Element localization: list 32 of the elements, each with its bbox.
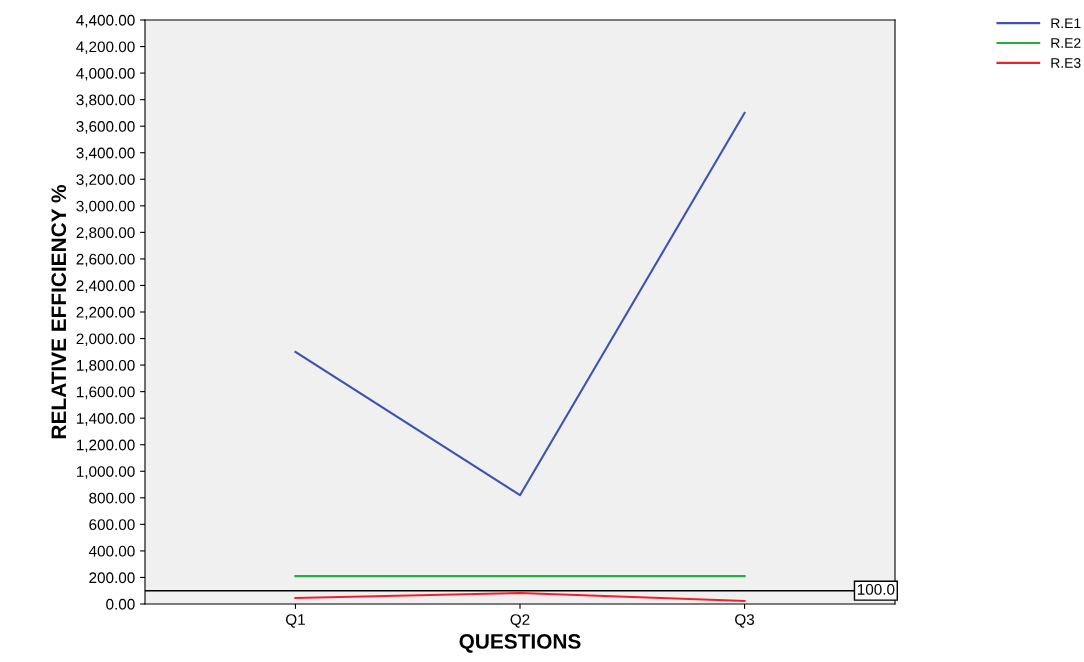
y-tick-label: 3,600.00 — [76, 121, 135, 134]
y-tick-label: 3,200.00 — [76, 174, 135, 187]
y-tick-label: 2,800.00 — [76, 227, 135, 240]
y-tick-label: 1,000.00 — [76, 466, 135, 479]
y-tick-label: 4,200.00 — [76, 41, 135, 55]
y-tick-label: 1,400.00 — [76, 413, 135, 426]
x-axis-title: QUESTIONS — [459, 634, 581, 653]
y-tick-label: 800.00 — [89, 492, 135, 504]
x-tick-label: Q3 — [735, 614, 755, 628]
x-tick-label: Q1 — [285, 614, 305, 628]
y-tick-label: 600.00 — [89, 519, 135, 531]
y-tick-label: 1,800.00 — [76, 359, 135, 373]
legend-label: R.E1 — [1051, 18, 1081, 28]
y-tick-label: 2,200.00 — [76, 306, 135, 320]
legend-label: R.E3 — [1051, 58, 1081, 68]
y-tick-label: 3,800.00 — [76, 94, 135, 108]
y-tick-label: 2,400.00 — [76, 280, 135, 293]
y-tick-label: 0.00 — [106, 598, 135, 610]
y-tick-label: 200.00 — [89, 572, 135, 584]
x-tick-label: Q2 — [510, 614, 530, 628]
legend-label: R.E2 — [1051, 38, 1081, 48]
y-tick-label: 2,600.00 — [76, 253, 135, 267]
y-tick-label: 1,600.00 — [76, 386, 135, 400]
y-tick-label: 3,400.00 — [76, 147, 135, 161]
y-tick-label: 2,000.00 — [76, 333, 135, 347]
y-axis-title: RELATIVE EFFICIENCY % — [51, 185, 67, 439]
y-tick-label: 3,000.00 — [76, 200, 135, 214]
y-tick-label: 4,400.00 — [76, 14, 135, 28]
y-tick-label: 1,200.00 — [76, 439, 135, 453]
y-tick-label: 4,000.00 — [76, 67, 135, 81]
y-tick-label: 400.00 — [88, 545, 135, 557]
ref-line-label: 100.0 — [857, 584, 895, 595]
